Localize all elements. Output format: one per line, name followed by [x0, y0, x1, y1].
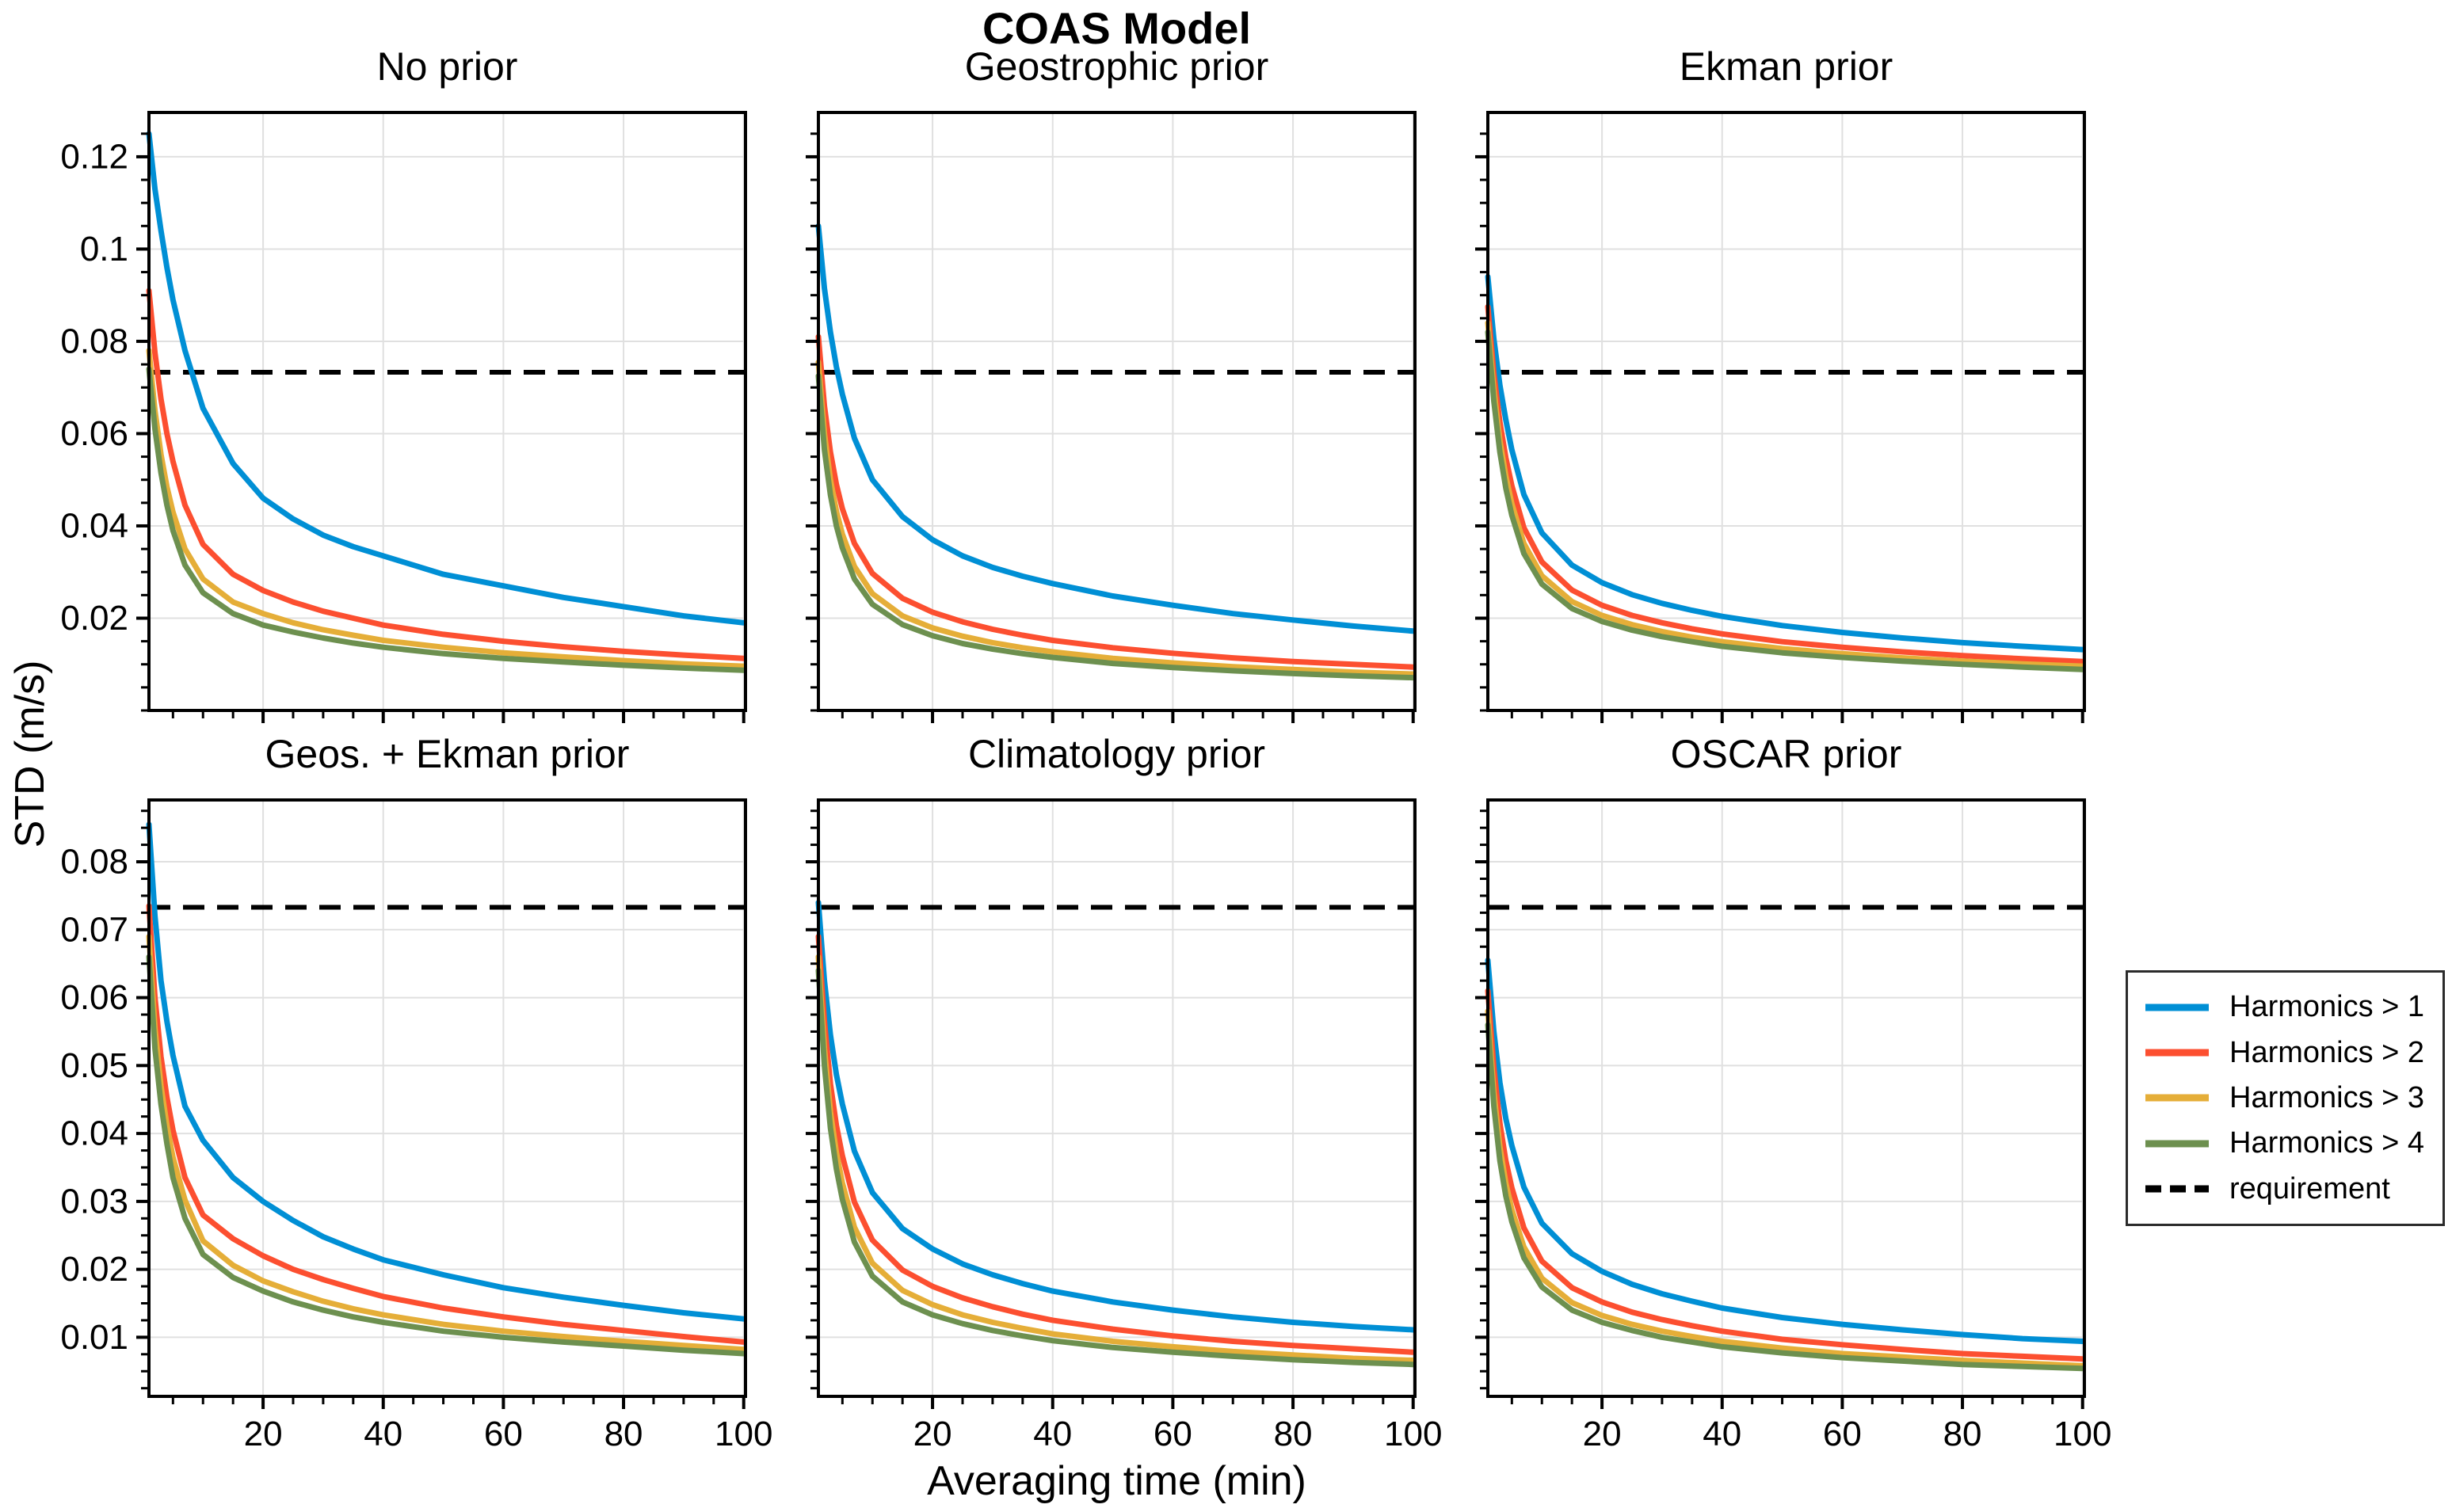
- series-harmonics-3: [815, 359, 1417, 677]
- series-harmonics-4: [146, 366, 747, 673]
- x-tick-label: 20: [244, 1415, 283, 1453]
- legend-label: Harmonics > 1: [2229, 990, 2425, 1024]
- y-tick-label: 0.04: [60, 506, 128, 545]
- subplot-climatology-prior: 20 40 60 80 100: [806, 798, 1442, 1453]
- series-harmonics-4: [146, 954, 747, 1357]
- figure-title: COAS Model: [982, 3, 1252, 53]
- legend-label: requirement: [2229, 1171, 2390, 1205]
- y-tick-label: 0.03: [60, 1182, 128, 1221]
- series-harmonics-1: [146, 821, 747, 1322]
- x-tick-label: 40: [364, 1415, 402, 1453]
- axes-box: [1486, 798, 2086, 1398]
- dashed-line-swatch-icon: [2145, 1185, 2209, 1193]
- subplot-title-geos-ekman-prior: Geos. + Ekman prior: [265, 732, 630, 776]
- x-tick-label: 100: [715, 1415, 772, 1453]
- series-harmonics-2: [1485, 988, 2086, 1362]
- subplot-title-climatology-prior: Climatology prior: [967, 732, 1266, 776]
- subplot-title-oscar-prior: OSCAR prior: [1670, 732, 1902, 776]
- series-harmonics-4: [1485, 329, 2086, 672]
- subplot-geostrophic-prior: [806, 111, 1417, 723]
- y-tick-label: 0.04: [60, 1114, 128, 1153]
- series-harmonics-2: [815, 933, 1417, 1355]
- line-swatch-icon: [2145, 1049, 2209, 1057]
- y-tick-label: 0.08: [60, 843, 128, 882]
- x-tick-label: 60: [1823, 1415, 1862, 1453]
- subplot-ekman-prior: [1475, 111, 2086, 723]
- subplot-title-geostrophic-prior: Geostrophic prior: [964, 44, 1269, 89]
- y-tick-label: 0.12: [60, 137, 128, 176]
- x-tick-label: 40: [1703, 1415, 1741, 1453]
- x-tick-label: 100: [1384, 1415, 1442, 1453]
- x-tick-label: 40: [1033, 1415, 1072, 1453]
- line-swatch-icon: [2145, 1004, 2209, 1011]
- legend: Harmonics > 1 Harmonics > 2 Harmonics > 3 H…: [2126, 970, 2445, 1226]
- subplot-geos-ekman-prior: 20 40 60 80 100 0.01 0.02 0.03 0.04 0.05 0.06 0.07 0…: [60, 798, 772, 1453]
- legend-item: Harmonics > 3: [2144, 1081, 2427, 1115]
- x-tick-label: 80: [1943, 1415, 1982, 1453]
- legend-item: requirement: [2144, 1172, 2427, 1206]
- y-tick-label: 0.06: [60, 978, 128, 1017]
- x-tick-label: 60: [1154, 1415, 1192, 1453]
- series-harmonics-1: [815, 900, 1417, 1333]
- y-tick-label: 0.05: [60, 1046, 128, 1085]
- line-swatch-icon: [2145, 1140, 2209, 1148]
- axes-box: [147, 798, 747, 1398]
- x-tick-label: 80: [604, 1415, 643, 1453]
- subplot-title-no-prior: No prior: [376, 44, 518, 89]
- axes-box: [147, 111, 747, 712]
- legend-label: Harmonics > 2: [2229, 1035, 2425, 1069]
- y-tick-label: 0.1: [80, 230, 128, 269]
- y-tick-label: 0.02: [60, 1250, 128, 1289]
- y-tick-label: 0.07: [60, 910, 128, 949]
- series-harmonics-2: [815, 333, 1417, 670]
- legend-item: Harmonics > 1: [2144, 990, 2427, 1024]
- axes-box: [817, 798, 1417, 1398]
- series-harmonics-3: [146, 933, 747, 1353]
- subplot-title-ekman-prior: Ekman prior: [1679, 44, 1893, 89]
- series-harmonics-1: [815, 223, 1417, 634]
- y-tick-label: 0.02: [60, 599, 128, 638]
- x-tick-label: 60: [484, 1415, 523, 1453]
- series-harmonics-2: [146, 288, 747, 661]
- series-harmonics-1: [1485, 273, 2086, 653]
- series-harmonics-4: [1485, 1022, 2086, 1372]
- axes-box: [1486, 111, 2086, 712]
- y-tick-label: 0.06: [60, 414, 128, 453]
- line-swatch-icon: [2145, 1094, 2209, 1102]
- y-tick-label: 0.08: [60, 322, 128, 360]
- series-harmonics-1: [146, 131, 747, 626]
- y-tick-label: 0.01: [60, 1318, 128, 1357]
- x-tick-label: 20: [1583, 1415, 1622, 1453]
- subplot-oscar-prior: 20 40 60 80 100: [1475, 798, 2111, 1453]
- legend-item: Harmonics > 4: [2144, 1126, 2427, 1160]
- series-harmonics-2: [146, 903, 747, 1345]
- x-tick-label: 20: [913, 1415, 952, 1453]
- legend-label: Harmonics > 4: [2229, 1126, 2425, 1160]
- x-tick-label: 100: [2054, 1415, 2111, 1453]
- y-axis-label: STD (m/s): [7, 660, 53, 848]
- subplot-no-prior: 0.02 0.04 0.06 0.08 0.1 0.12: [60, 111, 747, 723]
- legend-item: Harmonics > 2: [2144, 1036, 2427, 1070]
- series-harmonics-3: [146, 348, 747, 669]
- series-harmonics-2: [1485, 303, 2086, 665]
- series-harmonics-1: [1485, 957, 2086, 1344]
- legend-label: Harmonics > 3: [2229, 1080, 2425, 1114]
- x-axis-label: Averaging time (min): [927, 1458, 1306, 1504]
- x-tick-label: 80: [1274, 1415, 1313, 1453]
- series-harmonics-4: [815, 373, 1417, 681]
- series-harmonics-4: [815, 967, 1417, 1368]
